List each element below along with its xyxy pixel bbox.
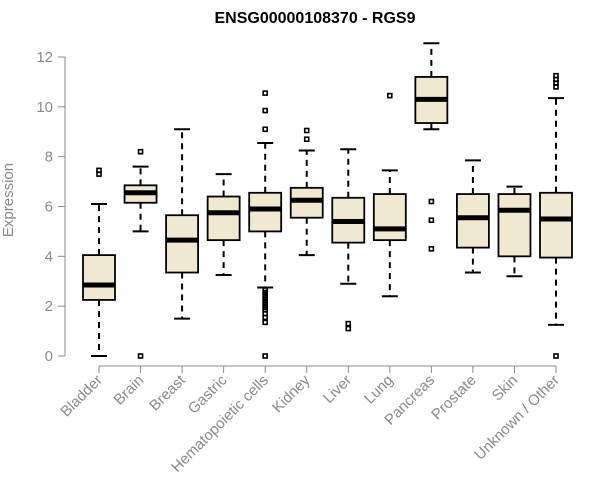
box-0 <box>82 167 116 357</box>
outlier-5-0 <box>303 136 310 143</box>
iqr-box-0 <box>82 254 116 301</box>
boxes-group <box>82 42 573 359</box>
x-tick-label-7: Lung <box>361 372 397 408</box>
box-2 <box>165 128 199 320</box>
iqr-box-10 <box>497 193 532 258</box>
outlier-11-0 <box>553 353 559 359</box>
iqr-box-9 <box>456 193 490 249</box>
outlier-4-0 <box>262 353 268 359</box>
box-7 <box>372 92 407 298</box>
y-axis: 0 2 4 6 8 10 12 <box>36 49 66 365</box>
x-tick-label-5: Kidney <box>269 371 314 416</box>
outlier-6-0 <box>345 325 352 332</box>
box-5 <box>289 127 324 257</box>
outlier-4-1 <box>262 319 268 326</box>
iqr-box-11 <box>539 191 573 259</box>
x-tick-label-1: Brain <box>111 372 148 409</box>
x-tick-label-6: Liver <box>320 372 355 407</box>
outlier-6-1 <box>345 320 352 327</box>
outlier-7-0 <box>387 92 393 99</box>
outlier-4-15 <box>262 90 268 96</box>
box-4 <box>248 90 283 359</box>
iqr-box-2 <box>165 214 199 274</box>
outlier-8-2 <box>428 198 435 205</box>
x-tick-label-9: Prostate <box>428 372 480 424</box>
outlier-0-1 <box>96 167 102 174</box>
outlier-5-1 <box>303 127 310 134</box>
box-9 <box>456 159 490 274</box>
outlier-4-12 <box>262 287 268 293</box>
iqr-box-3 <box>206 195 241 242</box>
iqr-box-4 <box>248 191 283 233</box>
outlier-4-13 <box>262 126 268 133</box>
box-8 <box>414 42 449 252</box>
box-3 <box>206 173 241 277</box>
y-tick-label-10: 10 <box>36 99 53 116</box>
chart-title: ENSG00000108370 - RGS9 <box>214 10 415 27</box>
x-tick-label-2: Breast <box>146 371 189 414</box>
y-tick-label-2: 2 <box>45 298 53 315</box>
box-1 <box>123 148 158 359</box>
outlier-1-0 <box>137 353 144 359</box>
outlier-8-1 <box>428 217 435 224</box>
y-tick-label-6: 6 <box>45 199 53 216</box>
y-tick-label-12: 12 <box>36 49 53 66</box>
y-tick-label-8: 8 <box>45 149 53 166</box>
box-6 <box>331 148 366 332</box>
outlier-8-0 <box>428 246 435 252</box>
y-axis-label: Expression <box>0 163 17 237</box>
y-tick-label-0: 0 <box>45 348 53 365</box>
box-11 <box>539 72 573 359</box>
iqr-box-7 <box>372 193 407 242</box>
outlier-4-14 <box>262 107 268 114</box>
x-tick-label-10: Skin <box>489 372 522 405</box>
x-tick-label-0: Bladder <box>57 372 106 421</box>
box-10 <box>497 185 532 278</box>
y-tick-label-4: 4 <box>45 248 53 265</box>
outlier-1-1 <box>137 148 144 155</box>
outlier-11-4 <box>553 72 559 79</box>
